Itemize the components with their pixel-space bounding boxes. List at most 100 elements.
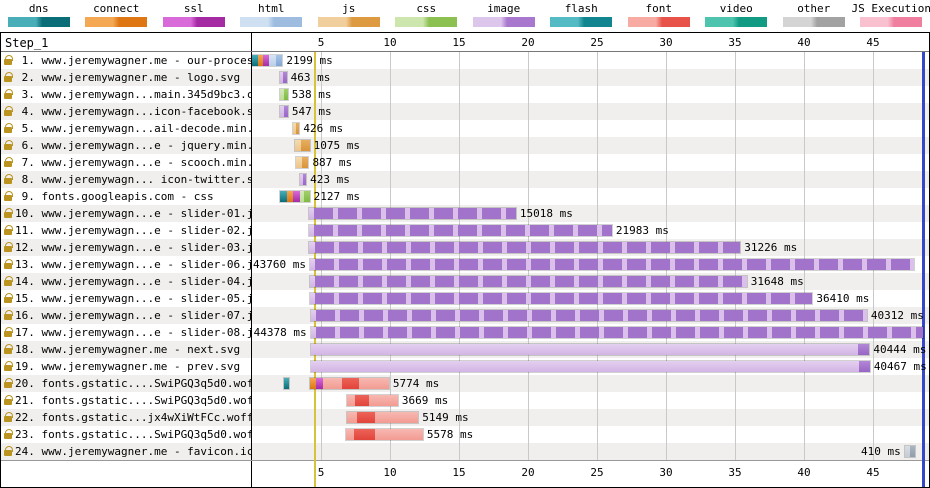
request-name: 8. www.jeremywagn... icon-twitter.svg (15, 173, 252, 186)
segment-img_s (316, 310, 867, 321)
request-row[interactable]: 12. www.jeremywagn...e - slider-03.jpg 31… (1, 239, 929, 256)
lock-icon (4, 446, 13, 456)
request-row[interactable]: 22. fonts.gstatic...jx4wXiWtFCc.woff2 514… (1, 409, 929, 426)
request-label-cell[interactable]: 16. www.jeremywagn...e - slider-07.jpg (1, 307, 252, 324)
request-bar[interactable] (295, 156, 310, 169)
request-label-cell[interactable]: 22. fonts.gstatic...jx4wXiWtFCc.woff2 (1, 409, 252, 426)
request-label-cell[interactable]: 12. www.jeremywagn...e - slider-03.jpg (1, 239, 252, 256)
request-name: 14. www.jeremywagn...e - slider-04.jpg (15, 275, 252, 288)
request-row[interactable]: 4. www.jeremywagn...icon-facebook.svg 547… (1, 103, 929, 120)
request-bar[interactable] (346, 411, 420, 424)
request-rows: 1. www.jeremywagner.me - our-process 2199… (1, 52, 929, 460)
request-row[interactable]: 11. www.jeremywagn...e - slider-02.jpg 21… (1, 222, 929, 239)
request-bar[interactable] (293, 139, 311, 152)
request-row[interactable]: 8. www.jeremywagn... icon-twitter.svg 423… (1, 171, 929, 188)
request-bar[interactable] (279, 190, 311, 203)
request-bar[interactable] (252, 54, 284, 67)
request-label-cell[interactable]: 19. www.jeremywagner.me - prev.svg (1, 358, 252, 375)
request-label-cell[interactable]: 4. www.jeremywagn...icon-facebook.svg (1, 103, 252, 120)
request-label-cell[interactable]: 10. www.jeremywagn...e - slider-01.jpg (1, 205, 252, 222)
axis-tick: 45 (866, 466, 880, 479)
request-label-cell[interactable]: 8. www.jeremywagn... icon-twitter.svg (1, 171, 252, 188)
lock-icon (4, 395, 13, 405)
request-row[interactable]: 1. www.jeremywagner.me - our-process 2199… (1, 52, 929, 69)
request-timeline: 5774 ms (252, 375, 929, 392)
request-label-cell[interactable]: 13. www.jeremywagn...e - slider-06.jpg (1, 256, 252, 273)
request-row[interactable]: 13. www.jeremywagn...e - slider-06.jpg 43… (1, 256, 929, 273)
request-name: 17. www.jeremywagn...e - slider-08.jpg (15, 326, 252, 339)
lock-icon (4, 208, 13, 218)
request-label-cell[interactable]: 2. www.jeremywagner.me - logo.svg (1, 69, 252, 86)
request-bar[interactable] (307, 224, 613, 237)
request-row[interactable]: 3. www.jeremywagn...main.345d9bc3.css 538… (1, 86, 929, 103)
segment-img_s (315, 259, 914, 270)
request-row[interactable]: 5. www.jeremywagn...ail-decode.min.js 426… (1, 120, 929, 137)
request-bar[interactable] (308, 377, 390, 390)
request-label-cell[interactable]: 6. www.jeremywagn...e - jquery.min.js (1, 137, 252, 154)
request-bar[interactable] (292, 122, 301, 135)
request-bar[interactable] (310, 360, 871, 373)
request-row[interactable]: 15. www.jeremywagn...e - slider-05.jpg 36… (1, 290, 929, 307)
axis-tick: 40 (797, 36, 811, 49)
request-bar[interactable] (310, 343, 871, 356)
request-row[interactable]: 2. www.jeremywagner.me - logo.svg 463 ms (1, 69, 929, 86)
request-bar[interactable] (903, 445, 917, 458)
request-label-cell[interactable]: 24. www.jeremywagner.me - favicon.ico (1, 443, 252, 460)
request-bar[interactable] (308, 258, 915, 271)
request-row[interactable]: 20. fonts.gstatic....SwiPGQ3q5d0.woff2 57… (1, 375, 929, 392)
request-bar[interactable] (283, 377, 290, 390)
request-row[interactable]: 24. www.jeremywagner.me - favicon.ico 410… (1, 443, 929, 460)
request-timeline: 2199 ms (252, 52, 929, 69)
request-bar[interactable] (308, 241, 742, 254)
request-label-cell[interactable]: 7. www.jeremywagn...e - scooch.min.js (1, 154, 252, 171)
request-label-cell[interactable]: 9. fonts.googleapis.com - css (1, 188, 252, 205)
lock-icon (4, 412, 13, 422)
request-bar[interactable] (307, 207, 517, 220)
request-label-cell[interactable]: 1. www.jeremywagner.me - our-process (1, 52, 252, 69)
request-row[interactable]: 9. fonts.googleapis.com - css 2127 ms (1, 188, 929, 205)
legend-label: html (258, 2, 285, 15)
request-bar[interactable] (346, 394, 399, 407)
request-label-cell[interactable]: 21. fonts.gstatic....SwiPGQ3q5d0.woff2 (1, 392, 252, 409)
waterfall-chart: Step_1 5 10 15 20 25 30 35 40 45 1. www.jeremywa… (0, 32, 930, 488)
legend-item-other: other (775, 2, 853, 27)
request-row[interactable]: 23. fonts.gstatic....SwiPGQ3q5d0.woff2 55… (1, 426, 929, 443)
legend-item-connect: connect (78, 2, 156, 27)
legend: dns connect ssl html js css image flash font vide… (0, 0, 930, 32)
request-row[interactable]: 10. www.jeremywagn...e - slider-01.jpg 15… (1, 205, 929, 222)
request-bar[interactable] (279, 71, 288, 84)
request-row[interactable]: 19. www.jeremywagner.me - prev.svg 40467 … (1, 358, 929, 375)
request-row[interactable]: 16. www.jeremywagn...e - slider-07.jpg 40… (1, 307, 929, 324)
request-bar[interactable] (344, 428, 424, 441)
request-row[interactable]: 21. fonts.gstatic....SwiPGQ3q5d0.woff2 36… (1, 392, 929, 409)
request-label-cell[interactable]: 14. www.jeremywagn...e - slider-04.jpg (1, 273, 252, 290)
request-timeline: 426 ms (252, 120, 929, 137)
request-bar[interactable] (309, 309, 868, 322)
request-row[interactable]: 17. www.jeremywagn...e - slider-08.jpg 44… (1, 324, 929, 341)
request-bar[interactable] (308, 275, 748, 288)
segment-dns (280, 191, 288, 202)
request-label-cell[interactable]: 20. fonts.gstatic....SwiPGQ3q5d0.woff2 (1, 375, 252, 392)
request-label-cell[interactable]: 3. www.jeremywagn...main.345d9bc3.css (1, 86, 252, 103)
request-bar[interactable] (279, 88, 289, 101)
request-row[interactable]: 18. www.jeremywagner.me - next.svg 40444 … (1, 341, 929, 358)
request-label-cell[interactable]: 5. www.jeremywagn...ail-decode.min.js (1, 120, 252, 137)
segment-img_s (315, 293, 813, 304)
request-bar[interactable] (299, 173, 308, 186)
request-name: 11. www.jeremywagn...e - slider-02.jpg (15, 224, 252, 237)
request-bar[interactable] (308, 292, 814, 305)
request-row[interactable]: 14. www.jeremywagn...e - slider-04.jpg 31… (1, 273, 929, 290)
segment-img_s (316, 327, 924, 338)
request-row[interactable]: 6. www.jeremywagn...e - jquery.min.js 107… (1, 137, 929, 154)
request-bar[interactable] (279, 105, 289, 118)
lock-icon (4, 55, 13, 65)
request-label-cell[interactable]: 15. www.jeremywagn...e - slider-05.jpg (1, 290, 252, 307)
request-label-cell[interactable]: 17. www.jeremywagn...e - slider-08.jpg (1, 324, 252, 341)
request-label-cell[interactable]: 11. www.jeremywagn...e - slider-02.jpg (1, 222, 252, 239)
request-bar[interactable] (309, 326, 925, 339)
request-label-cell[interactable]: 23. fonts.gstatic....SwiPGQ3q5d0.woff2 (1, 426, 252, 443)
legend-item-css: css (388, 2, 466, 27)
request-row[interactable]: 7. www.jeremywagn...e - scooch.min.js 887… (1, 154, 929, 171)
axis-tick: 25 (590, 466, 604, 479)
request-label-cell[interactable]: 18. www.jeremywagner.me - next.svg (1, 341, 252, 358)
